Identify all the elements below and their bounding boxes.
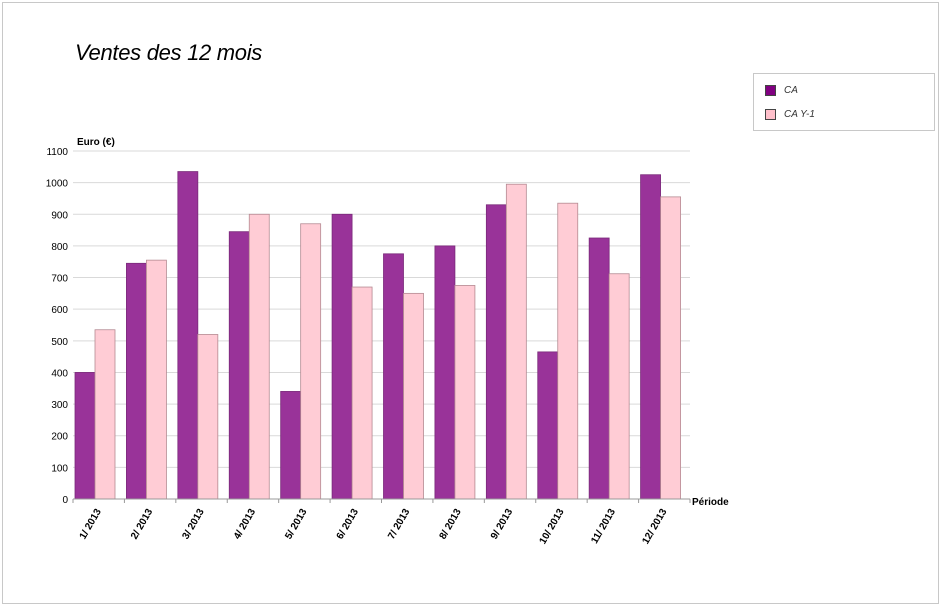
bar-ca-y-1	[660, 196, 681, 500]
y-tick-label: 600	[51, 305, 68, 316]
bar-ca	[331, 213, 353, 500]
bars	[74, 171, 681, 500]
bar-ca-y-1	[146, 259, 167, 500]
x-tick-label: 4/ 2013	[232, 507, 258, 542]
bar-ca	[640, 174, 661, 500]
legend-swatch-ca	[765, 85, 776, 96]
bar-ca-y-1	[248, 213, 270, 500]
bar-ca-y-1	[403, 292, 424, 500]
x-tick-label: 1/ 2013	[78, 507, 104, 542]
x-tick-label: 12/ 2013	[640, 507, 669, 547]
legend-label-ca: CA	[784, 85, 798, 96]
x-tick-label: 8/ 2013	[438, 507, 464, 542]
bar-ca	[280, 391, 302, 500]
x-axis-ticks: 1/ 2013 2/ 2013 3/ 2013 4/ 2013 5/ 2013 6/ 20…	[72, 499, 691, 547]
legend-swatch-ca-y-1	[765, 109, 776, 120]
bar-ca-y-1	[197, 334, 219, 500]
y-tick-label: 500	[51, 337, 68, 348]
y-axis-label: Euro (€)	[77, 137, 115, 148]
y-tick-label: 900	[51, 210, 68, 221]
bar-ca	[434, 245, 456, 500]
y-tick-label: 100	[51, 463, 68, 474]
x-tick-label: 10/ 2013	[538, 507, 567, 547]
x-tick-label: 7/ 2013	[386, 507, 412, 542]
bar-ca-y-1	[608, 273, 630, 500]
grid-lines	[73, 150, 690, 468]
x-tick-label: 11/ 2013	[589, 507, 618, 546]
y-tick-label: 200	[51, 432, 68, 443]
legend-item-ca: CA	[765, 85, 798, 96]
bar-ca	[485, 204, 507, 500]
x-tick-label: 3/ 2013	[180, 507, 206, 542]
bar-ca	[74, 372, 96, 500]
bar-ca	[126, 262, 147, 500]
x-tick-label: 2/ 2013	[129, 507, 155, 542]
x-tick-label: 9/ 2013	[489, 507, 515, 542]
y-tick-label: 300	[51, 400, 68, 411]
bar-ca-y-1	[351, 286, 373, 500]
bar-ca-y-1	[505, 183, 527, 500]
y-tick-label: 400	[51, 368, 68, 379]
bar-ca	[177, 171, 199, 500]
y-tick-label: 700	[51, 274, 68, 285]
x-axis-label: Période	[692, 497, 729, 508]
x-tick-label: 5/ 2013	[283, 507, 309, 542]
bar-ca-y-1	[557, 202, 579, 500]
legend-label-ca-y-1: CA Y-1	[784, 109, 815, 120]
y-axis-ticks: 0 100 200 300 400 500 600 700 800 900 1000 1100	[46, 147, 69, 506]
y-tick-label: 1100	[46, 147, 68, 158]
bar-ca-y-1	[454, 285, 476, 500]
legend: CA CA Y-1	[753, 73, 935, 131]
bar-ca	[228, 231, 250, 500]
bar-ca-y-1	[300, 223, 322, 500]
bar-ca	[537, 351, 559, 500]
legend-item-ca-y-1: CA Y-1	[765, 109, 815, 120]
bar-ca	[383, 253, 404, 500]
y-tick-label: 0	[62, 495, 68, 506]
x-tick-label: 6/ 2013	[335, 507, 361, 542]
bar-ca-y-1	[94, 329, 116, 500]
bar-ca	[588, 237, 610, 500]
chart-title: Ventes des 12 mois	[75, 40, 263, 65]
y-tick-label: 800	[51, 242, 68, 253]
y-tick-label: 1000	[46, 179, 69, 190]
